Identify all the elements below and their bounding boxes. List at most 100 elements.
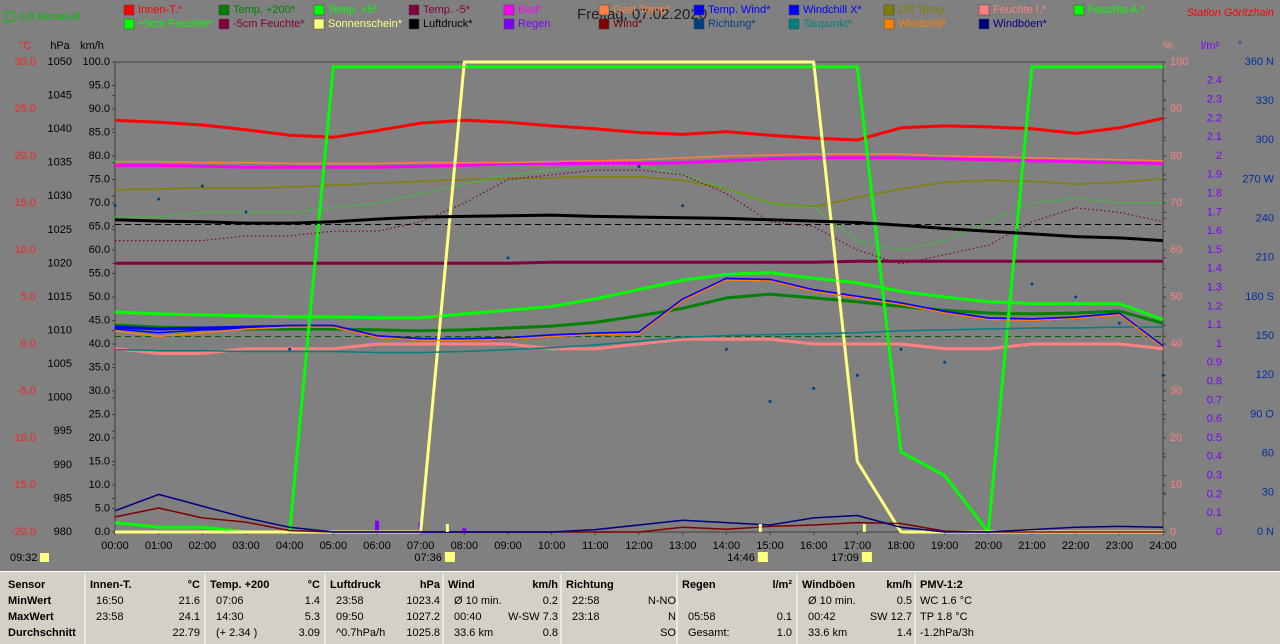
y-tick-label: -5.0 — [17, 385, 36, 397]
stats-cell: 00:42 — [808, 611, 836, 623]
direction-dot — [768, 399, 772, 403]
legend-swatch — [503, 4, 515, 16]
stats-header: Innen-T. — [90, 579, 132, 591]
legend-swatch — [598, 18, 610, 30]
stats-unit: °C — [188, 579, 200, 591]
series-line — [114, 279, 1164, 349]
series-line — [114, 292, 1164, 333]
stats-cell: 09:50 — [336, 611, 364, 623]
y-tick-label: 20.0 — [89, 432, 110, 444]
x-tick-label: 13:00 — [669, 540, 697, 552]
legend-label: Temp. +200* — [233, 4, 296, 16]
y-tick-label: 1045 — [48, 89, 72, 101]
y-tick-label: 100 — [1170, 56, 1188, 68]
x-tick-label: 18:00 — [887, 540, 915, 552]
series-line — [114, 271, 1164, 322]
y-tick-label: 10.0 — [15, 244, 36, 256]
x-tick-label: 24:00 — [1149, 540, 1177, 552]
stats-header: PMV-1:2 — [920, 579, 963, 591]
series-line — [115, 156, 1164, 169]
stats-value: 1027.2 — [406, 611, 440, 623]
y-tick-label: 1.1 — [1207, 319, 1222, 331]
legend-swatch — [408, 4, 420, 16]
direction-dot — [943, 360, 947, 364]
stats-cell: 00:40 — [454, 611, 482, 623]
y-tick-label: 95.0 — [89, 79, 110, 91]
legend-swatch — [978, 18, 990, 30]
direction-dot — [637, 164, 641, 168]
stats-value: W-SW 7.3 — [508, 611, 558, 623]
x-tick-label: 14:00 — [713, 540, 741, 552]
x-tick-label: 01:00 — [145, 540, 173, 552]
y-tick-label: 2.4 — [1207, 75, 1222, 87]
legend-swatch — [693, 4, 705, 16]
stats-unit: l/m² — [772, 579, 792, 591]
rain-bar — [375, 520, 379, 532]
legend-label: Feuchte I.* — [993, 4, 1047, 16]
y-tick-label: 1020 — [48, 257, 72, 269]
series-line — [115, 153, 1164, 165]
legend-label: Innen-T.* — [138, 4, 183, 16]
y-tick-label: 270 W — [1242, 173, 1274, 185]
stats-row-label: Sensor — [8, 579, 46, 591]
direction-dot — [244, 210, 248, 214]
y-tick-label: 0 — [1170, 526, 1176, 538]
y-tick-label: 1015 — [48, 291, 72, 303]
x-tick-label: 03:00 — [232, 540, 260, 552]
stats-panel — [0, 571, 1280, 644]
legend-swatch — [408, 18, 420, 30]
legend-label: Gast Temp* — [613, 4, 671, 16]
y-tick-label: 30.0 — [89, 385, 110, 397]
legend-label: Luftdruck* — [423, 18, 473, 30]
stats-value: 0.2 — [543, 595, 558, 607]
y-tick-label: 1050 — [48, 56, 72, 68]
direction-dot — [1161, 373, 1165, 377]
legend-label: Temp. -5* — [423, 4, 471, 16]
stats-header: Regen — [682, 579, 716, 591]
direction-dot — [200, 184, 204, 188]
legend-label: Taupunkt* — [803, 18, 853, 30]
stats-cell: 22:58 — [572, 595, 600, 607]
y-tick-label: 60 — [1170, 244, 1182, 256]
y-tick-label: 2.2 — [1207, 112, 1222, 124]
y-tick-label: 15.0 — [15, 197, 36, 209]
legend-swatch — [788, 18, 800, 30]
chart-title: Freitag, 07.02.2020 — [577, 6, 707, 23]
y-tick-label: 2.3 — [1207, 94, 1222, 106]
stats-value: 21.6 — [179, 595, 200, 607]
y-tick-label: 0.7 — [1207, 394, 1222, 406]
y-tick-label: -20.0 — [11, 526, 36, 538]
legend-swatch — [598, 4, 610, 16]
direction-dot — [812, 386, 816, 390]
x-tick-label: 09:00 — [494, 540, 522, 552]
direction-dot — [1030, 282, 1034, 286]
y-tick-label: 1010 — [48, 324, 72, 336]
y-tick-label: 1.7 — [1207, 206, 1222, 218]
event-marker — [862, 524, 866, 532]
stats-cell: Ø 10 min. — [808, 595, 856, 607]
direction-dot — [113, 204, 117, 208]
y-tick-label: 80 — [1170, 150, 1182, 162]
stats-cell: 23:58 — [336, 595, 364, 607]
y-tick-label: -15.0 — [11, 479, 36, 491]
y-tick-label: 330 — [1256, 95, 1274, 107]
y-tick-label: 60 — [1262, 448, 1274, 460]
stats-header: Windböen — [802, 579, 855, 591]
stats-cell: 33.6 km — [808, 627, 847, 639]
stats-row-label: Durchschnitt — [8, 627, 76, 639]
y-tick-label: 0.9 — [1207, 357, 1222, 369]
y-tick-label: 25.0 — [15, 103, 36, 115]
direction-dot — [681, 204, 685, 208]
stats-cell: 14:30 — [216, 611, 244, 623]
y-tick-label: 1025 — [48, 224, 72, 236]
y-tick-label: 90.0 — [89, 103, 110, 115]
legend-swatch — [313, 18, 325, 30]
legend-swatch — [123, 18, 135, 30]
y-tick-label: 20.0 — [15, 150, 36, 162]
stats-row-label: MaxWert — [8, 611, 54, 623]
direction-dot — [855, 373, 859, 377]
y-tick-label: 5.0 — [95, 502, 110, 514]
y-tick-label: 1030 — [48, 190, 72, 202]
